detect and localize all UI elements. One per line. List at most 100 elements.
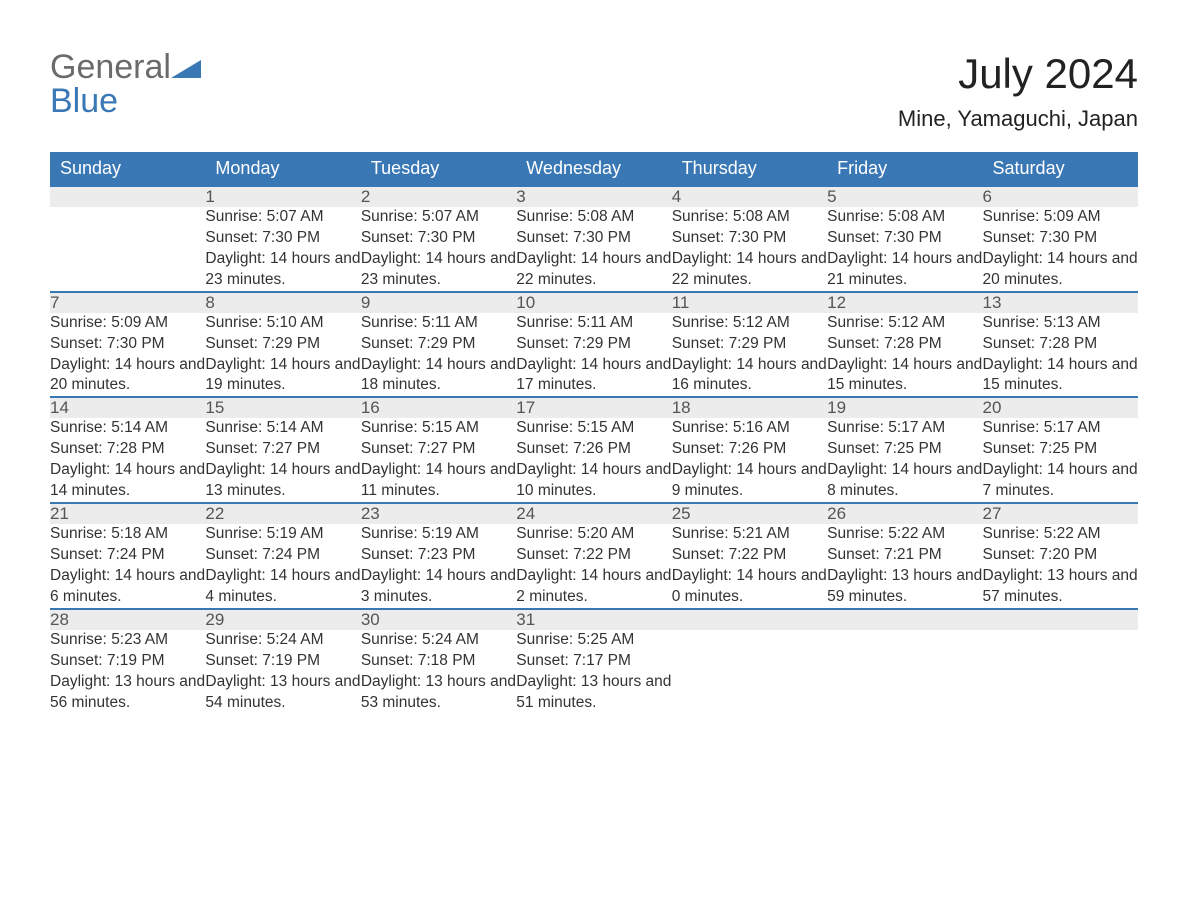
sunrise-label: Sunrise: — [361, 525, 418, 542]
day-number: 17 — [516, 397, 671, 418]
day-number: 15 — [205, 397, 360, 418]
day-detail: Sunrise: 5:25 AMSunset: 7:17 PMDaylight:… — [516, 630, 671, 714]
sunset-label: Sunset: — [205, 652, 258, 669]
day-detail: Sunrise: 5:19 AMSunset: 7:24 PMDaylight:… — [205, 524, 360, 609]
page-title: July 2024 — [898, 50, 1138, 98]
daylight-label: Daylight: — [205, 461, 265, 478]
sunrise-value: 5:12 AM — [888, 314, 945, 331]
day-detail-empty — [827, 630, 982, 714]
sunset-label: Sunset: — [50, 546, 103, 563]
sunset-value: 7:29 PM — [418, 335, 476, 352]
sunrise-label: Sunrise: — [205, 314, 262, 331]
sunset-value: 7:20 PM — [1039, 546, 1097, 563]
calendar-table: SundayMondayTuesdayWednesdayThursdayFrid… — [50, 152, 1138, 713]
sunset-value: 7:17 PM — [573, 652, 631, 669]
sunrise-label: Sunrise: — [361, 208, 418, 225]
calendar-weekday-header: SundayMondayTuesdayWednesdayThursdayFrid… — [50, 152, 1138, 186]
daylight-label: Daylight: — [205, 567, 265, 584]
day-detail: Sunrise: 5:18 AMSunset: 7:24 PMDaylight:… — [50, 524, 205, 609]
sunrise-label: Sunrise: — [516, 419, 573, 436]
sunrise-label: Sunrise: — [516, 631, 573, 648]
sunset-value: 7:27 PM — [262, 440, 320, 457]
day-number: 26 — [827, 503, 982, 524]
daylight-label: Daylight: — [361, 567, 421, 584]
daylight-label: Daylight: — [983, 461, 1043, 478]
daylight-label: Daylight: — [672, 461, 732, 478]
sunrise-label: Sunrise: — [827, 419, 884, 436]
day-number: 23 — [361, 503, 516, 524]
day-number: 25 — [672, 503, 827, 524]
weekday-header: Sunday — [50, 152, 205, 186]
sunrise-value: 5:08 AM — [733, 208, 790, 225]
day-number: 3 — [516, 186, 671, 207]
sunrise-label: Sunrise: — [827, 525, 884, 542]
daylight-label: Daylight: — [672, 567, 732, 584]
sunset-value: 7:26 PM — [573, 440, 631, 457]
sunrise-value: 5:09 AM — [111, 314, 168, 331]
sunrise-value: 5:23 AM — [111, 631, 168, 648]
day-number: 7 — [50, 292, 205, 313]
day-detail: Sunrise: 5:22 AMSunset: 7:20 PMDaylight:… — [983, 524, 1138, 609]
sunrise-value: 5:17 AM — [1044, 419, 1101, 436]
sunset-value: 7:18 PM — [418, 652, 476, 669]
sunset-value: 7:22 PM — [573, 546, 631, 563]
daylight-label: Daylight: — [361, 356, 421, 373]
sunset-label: Sunset: — [516, 335, 569, 352]
sunset-label: Sunset: — [361, 440, 414, 457]
brand-mark-icon — [171, 56, 201, 78]
sunset-label: Sunset: — [205, 440, 258, 457]
sunrise-label: Sunrise: — [672, 208, 729, 225]
day-number: 20 — [983, 397, 1138, 418]
sunset-label: Sunset: — [361, 229, 414, 246]
sunset-label: Sunset: — [205, 546, 258, 563]
day-detail: Sunrise: 5:17 AMSunset: 7:25 PMDaylight:… — [983, 418, 1138, 503]
sunrise-value: 5:14 AM — [267, 419, 324, 436]
weekday-header: Monday — [205, 152, 360, 186]
day-detail: Sunrise: 5:21 AMSunset: 7:22 PMDaylight:… — [672, 524, 827, 609]
sunrise-label: Sunrise: — [205, 631, 262, 648]
sunrise-value: 5:24 AM — [267, 631, 324, 648]
day-detail-empty — [50, 207, 205, 292]
daylight-label: Daylight: — [205, 356, 265, 373]
weekday-header: Saturday — [983, 152, 1138, 186]
daylight-label: Daylight: — [50, 567, 110, 584]
day-detail: Sunrise: 5:23 AMSunset: 7:19 PMDaylight:… — [50, 630, 205, 714]
sunrise-value: 5:19 AM — [422, 525, 479, 542]
day-number: 2 — [361, 186, 516, 207]
sunset-value: 7:23 PM — [418, 546, 476, 563]
day-number: 14 — [50, 397, 205, 418]
day-number: 21 — [50, 503, 205, 524]
sunrise-label: Sunrise: — [50, 525, 107, 542]
sunrise-value: 5:12 AM — [733, 314, 790, 331]
sunrise-value: 5:08 AM — [577, 208, 634, 225]
sunset-label: Sunset: — [50, 440, 103, 457]
sunset-value: 7:24 PM — [262, 546, 320, 563]
sunset-label: Sunset: — [50, 335, 103, 352]
sunset-label: Sunset: — [827, 546, 880, 563]
sunset-value: 7:24 PM — [107, 546, 165, 563]
sunrise-value: 5:07 AM — [422, 208, 479, 225]
sunset-value: 7:30 PM — [729, 229, 787, 246]
sunrise-value: 5:25 AM — [577, 631, 634, 648]
day-detail: Sunrise: 5:22 AMSunset: 7:21 PMDaylight:… — [827, 524, 982, 609]
day-number: 29 — [205, 609, 360, 630]
brand-part2: Blue — [50, 82, 118, 120]
sunrise-label: Sunrise: — [827, 314, 884, 331]
sunset-label: Sunset: — [827, 335, 880, 352]
sunrise-value: 5:19 AM — [267, 525, 324, 542]
daylight-label: Daylight: — [516, 250, 576, 267]
sunset-value: 7:30 PM — [573, 229, 631, 246]
sunrise-label: Sunrise: — [50, 314, 107, 331]
sunset-label: Sunset: — [672, 440, 725, 457]
day-detail: Sunrise: 5:14 AMSunset: 7:27 PMDaylight:… — [205, 418, 360, 503]
day-detail-empty — [672, 630, 827, 714]
sunrise-label: Sunrise: — [50, 631, 107, 648]
sunrise-label: Sunrise: — [516, 208, 573, 225]
sunset-value: 7:30 PM — [107, 335, 165, 352]
daylight-label: Daylight: — [516, 356, 576, 373]
day-number-empty — [50, 186, 205, 207]
sunrise-label: Sunrise: — [361, 314, 418, 331]
daylight-label: Daylight: — [983, 250, 1043, 267]
day-detail: Sunrise: 5:08 AMSunset: 7:30 PMDaylight:… — [827, 207, 982, 292]
daylight-label: Daylight: — [983, 356, 1043, 373]
